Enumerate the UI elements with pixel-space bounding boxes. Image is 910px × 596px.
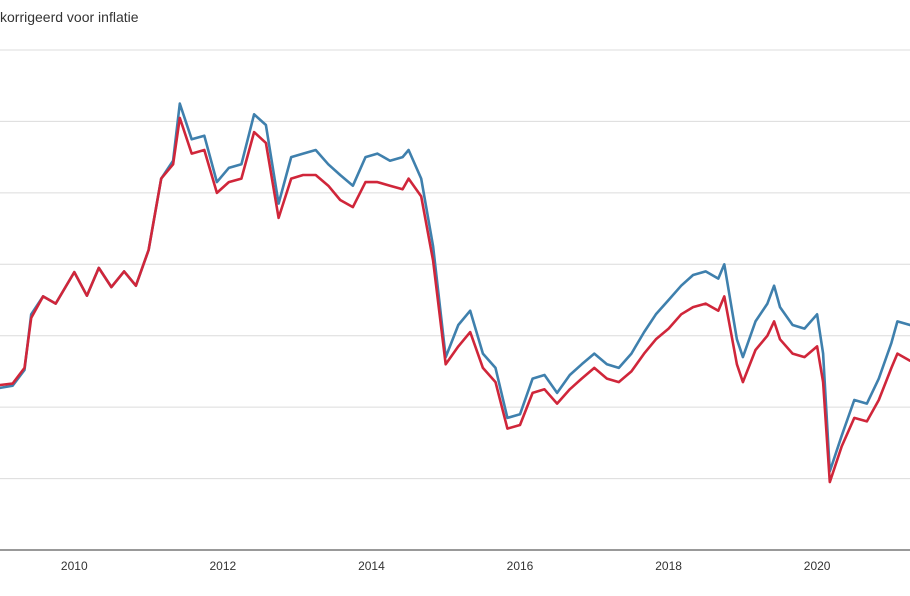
x-tick-label-2012: 2012 — [210, 559, 237, 573]
series-line-blue — [0, 102, 910, 473]
x-tick-label-2018: 2018 — [655, 559, 682, 573]
x-tick-label-2014: 2014 — [358, 559, 385, 573]
gridlines — [0, 49, 910, 480]
x-axis-ticks: 2010 2012 2014 2016 2018 2020 — [61, 559, 831, 573]
x-tick-label-2010: 2010 — [61, 559, 88, 573]
x-tick-label-2020: 2020 — [804, 559, 831, 573]
series-lines — [0, 102, 910, 484]
series-line-red — [0, 116, 910, 484]
chart-title: korrigeerd voor inflatie — [0, 9, 139, 25]
x-tick-label-2016: 2016 — [507, 559, 534, 573]
